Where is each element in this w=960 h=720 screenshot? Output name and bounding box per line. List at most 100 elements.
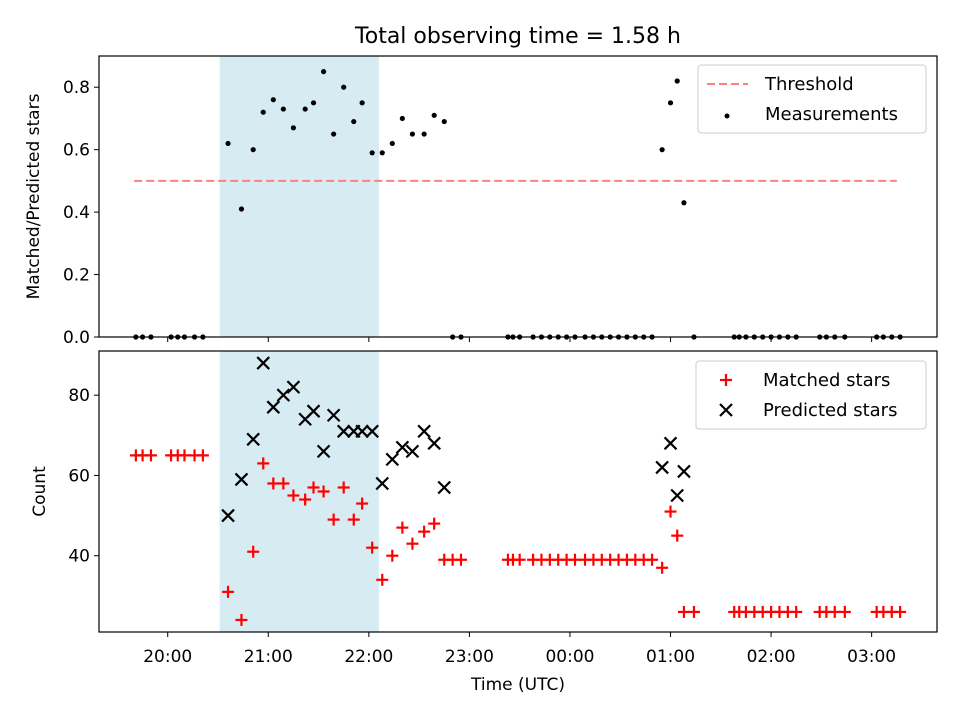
matched-star-point [222,585,235,598]
predicted-star-point [677,464,691,479]
x-tick-label: 20:00 [143,647,192,667]
measurement-point [302,106,308,112]
matched-star-point [317,485,330,498]
bottom-legend-box [695,360,927,430]
matched-star-point [513,553,526,566]
predicted-star-point [385,452,400,467]
predicted-star-point [316,444,331,459]
x-tick-label: 02:00 [747,647,796,667]
top-y-tick-label: 0.0 [63,328,90,348]
legend-predicted-label: Predicted stars [763,400,897,421]
matched-star-point [677,605,690,618]
top-legend: Threshold Measurements [697,64,927,134]
predicted-star-point [365,424,379,439]
x-tick-label: 01:00 [646,647,695,667]
predicted-star-point [375,476,390,491]
measurement-point [270,97,276,103]
matched-star-point [347,513,360,526]
bottom-panel-marks [129,356,907,626]
bottom-y-axis-label: Count [30,466,50,517]
matched-star-point [178,449,191,462]
legend-threshold-label: Threshold [764,74,854,95]
matched-star-point [144,449,157,462]
predicted-star-point [336,424,351,439]
x-tick-label: 23:00 [445,647,494,667]
legend-matched-label: Matched stars [763,370,890,391]
matched-star-point [418,525,431,538]
x-tick-label: 00:00 [545,647,594,667]
matched-star-point [235,613,248,626]
matched-star-point [287,489,300,502]
measurement-point [441,118,447,125]
measurement-point [341,84,347,90]
top-x-axis-ticks [167,337,873,342]
predicted-star-point [395,440,410,455]
predicted-star-point [355,424,369,439]
measurement-point [399,115,405,122]
bottom-y-axis-ticks: 40 60 80 [68,386,99,567]
matched-star-point [828,605,841,618]
matched-star-point [356,497,369,510]
legend-measurements-swatch [724,113,730,119]
measurement-point [351,118,357,125]
top-panel-frame [98,55,938,338]
bottom-y-tick-label: 40 [68,547,90,567]
measurement-point [225,140,231,147]
predicted-star-point [246,432,260,447]
top-y-tick-label: 0.8 [63,78,90,98]
matched-star-point [247,545,260,558]
top-y-axis-ticks: 0.0 0.2 0.4 0.6 0.8 [63,78,99,348]
matched-star-point [838,605,851,618]
matched-star-point [366,541,379,554]
shaded-interval-top [219,56,379,337]
top-y-axis-label: Matched/Predicted stars [24,93,44,299]
legend-predicted-swatch [719,403,733,417]
matched-star-point [790,605,803,618]
measurement-point [389,140,395,147]
bottom-panel: 40 60 80 20:00 21:00 22:00 23:00 00:00 01:00 02:… [30,350,938,695]
matched-star-point [406,537,419,550]
bottom-y-tick-label: 60 [68,466,90,486]
predicted-star-point [427,436,441,451]
matched-star-point [568,553,581,566]
predicted-star-point [286,380,301,394]
predicted-star-point [221,508,235,523]
matched-star-point [299,493,312,506]
matched-star-point [376,573,389,586]
bottom-panel-frame [98,350,938,633]
matched-star-point [327,513,340,526]
top-panel: 0.00.20.40.60.8 Matched/Predicted stars … [24,55,938,348]
matched-star-point [257,457,270,470]
predicted-star-point [306,404,321,418]
predicted-star-point [670,488,684,503]
predicted-star-point [326,408,341,423]
predicted-star-point [655,460,669,475]
measurement-point [310,100,317,106]
measurement-point [250,147,256,153]
matched-star-point [196,449,209,462]
bottom-x-axis-ticks: 20:00 21:00 22:00 23:00 00:00 01:00 02:00 03:00 [143,632,896,667]
matched-star-point [664,505,677,518]
x-tick-label: 22:00 [344,647,393,667]
predicted-star-point [266,400,281,414]
top-y-tick-label: 0.6 [63,141,90,161]
bottom-legend: Matched stars Predicted stars [695,360,927,430]
measurement-point [331,131,337,137]
legend-measurements-label: Measurements [765,104,898,125]
shaded-interval-bottom [219,351,379,632]
measurement-point [659,147,665,153]
measurement-point [431,112,437,118]
measurement-point [369,150,375,156]
measurement-point [280,106,286,112]
predicted-star-point [256,356,271,370]
measurement-point [681,200,687,206]
predicted-star-point [663,436,678,451]
predicted-star-point [276,388,291,402]
measurement-point [421,131,427,137]
measurement-point [320,69,327,75]
legend-matched-swatch [720,374,732,386]
matched-star-point [428,517,441,530]
matched-star-point [656,561,669,574]
top-legend-box [697,64,927,134]
